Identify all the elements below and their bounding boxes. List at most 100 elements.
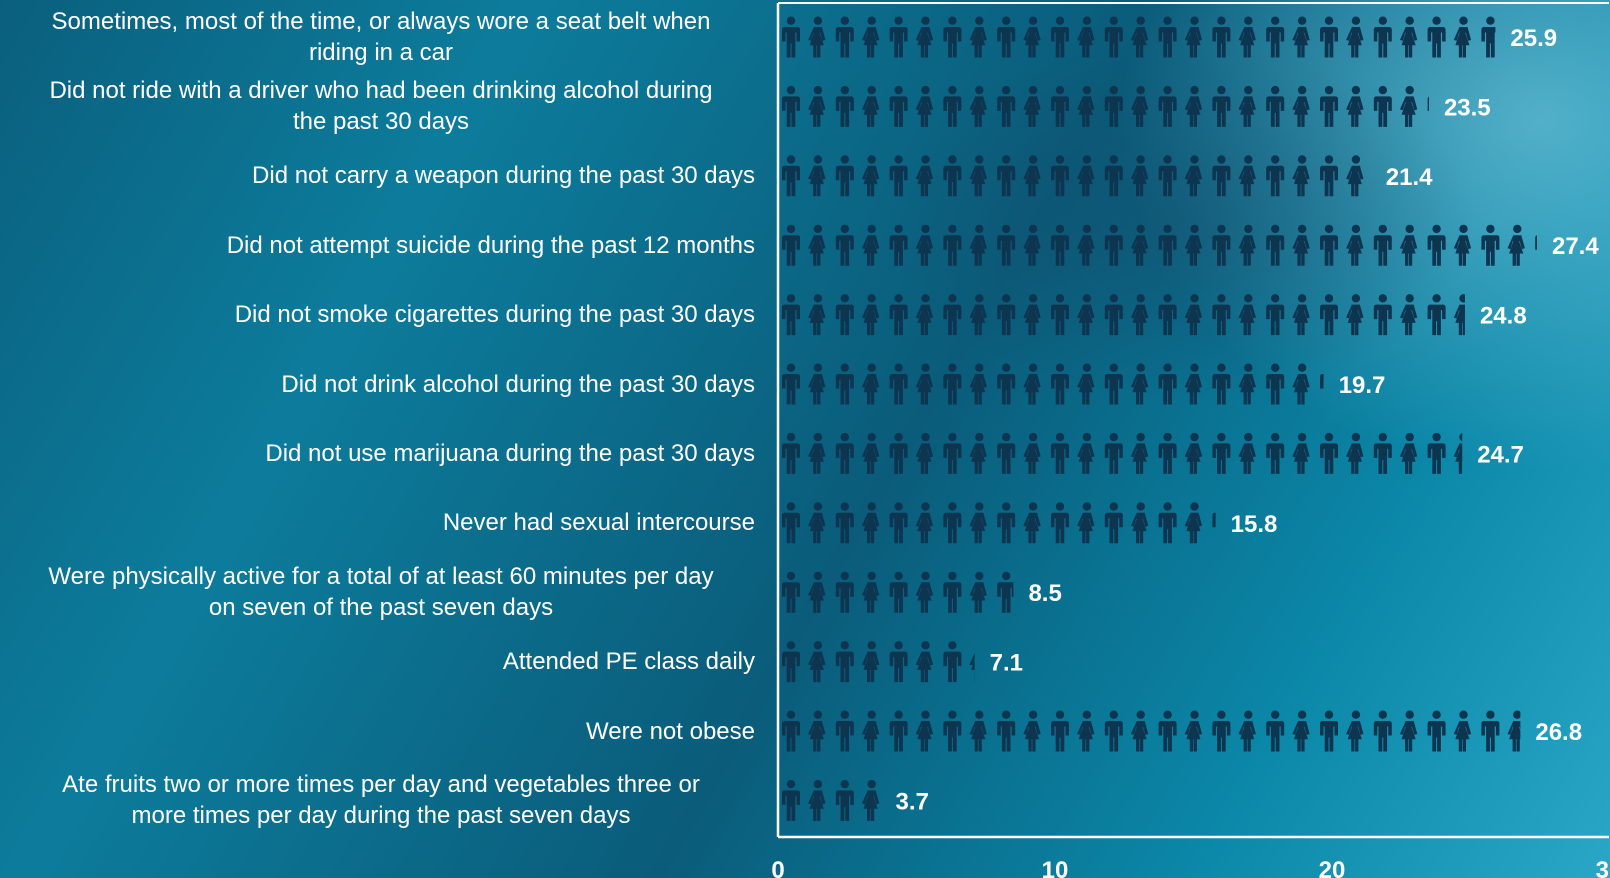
person-icon — [1373, 224, 1392, 266]
category-label-line: Did not drink alcohol during the past 30… — [281, 370, 755, 398]
person-icon — [943, 432, 962, 474]
value-labels: 25.9 23.5 21.4 27.4 24.8 19.7 24.7 15.8 8.5 7.1 26… — [895, 25, 1599, 815]
person-icon — [1346, 155, 1364, 197]
person-icon — [835, 16, 854, 58]
person-icon — [969, 85, 987, 127]
person-icon — [1158, 363, 1177, 405]
person-icon — [1238, 294, 1256, 336]
person-icon — [1373, 710, 1392, 752]
person-icon — [943, 85, 962, 127]
person-icon — [915, 710, 934, 752]
value-label: 19.7 — [1339, 372, 1386, 399]
person-icon — [1130, 85, 1149, 127]
person-icon — [1212, 710, 1231, 752]
person-icon — [1507, 710, 1521, 752]
person-icon — [808, 363, 826, 405]
person-icon — [1373, 294, 1392, 336]
person-icon — [1158, 710, 1177, 752]
person-icon — [889, 16, 908, 58]
person-icon — [997, 85, 1016, 127]
person-icon — [1399, 294, 1418, 336]
person-icon — [1158, 16, 1177, 58]
person-icon — [1077, 294, 1095, 336]
person-icon — [1158, 432, 1177, 474]
person-icon — [1130, 16, 1149, 58]
category-label-line: Ate fruits two or more times per day and… — [62, 771, 700, 799]
person-icon — [1158, 224, 1177, 266]
value-label: 25.9 — [1510, 25, 1557, 52]
person-icon — [808, 710, 826, 752]
person-icon — [1023, 155, 1041, 197]
person-icon — [969, 432, 987, 474]
person-icon — [1399, 432, 1418, 474]
pictogram-bar — [782, 571, 1014, 613]
person-icon — [808, 294, 826, 336]
person-icon — [1051, 16, 1069, 58]
person-icon — [1051, 224, 1069, 266]
person-icon — [1481, 224, 1500, 266]
person-icon — [1238, 710, 1256, 752]
person-icon — [1399, 16, 1418, 58]
person-icon — [889, 294, 908, 336]
person-icon — [1266, 710, 1285, 752]
person-icon — [943, 363, 962, 405]
person-icon — [1104, 432, 1123, 474]
person-icon — [782, 502, 800, 544]
person-icon — [1212, 85, 1231, 127]
category-label: Did not carry a weapon during the past 3… — [0, 160, 755, 191]
person-icon — [943, 641, 962, 683]
person-icon — [969, 571, 987, 613]
person-icon — [969, 710, 987, 752]
x-tick-label: 0 — [771, 857, 784, 878]
person-icon — [1238, 432, 1256, 474]
person-icon — [1184, 224, 1203, 266]
person-icon — [835, 571, 854, 613]
person-icon — [997, 363, 1016, 405]
category-label: Were physically active for a total of at… — [6, 561, 756, 623]
person-icon — [915, 641, 934, 683]
person-icon — [1077, 16, 1095, 58]
person-icon — [1104, 710, 1123, 752]
person-icon — [1051, 710, 1069, 752]
person-icon — [997, 155, 1016, 197]
person-icon — [861, 155, 880, 197]
person-icon — [969, 294, 987, 336]
value-label: 27.4 — [1552, 233, 1599, 260]
person-icon — [808, 502, 826, 544]
person-icon — [997, 224, 1016, 266]
person-icon — [1292, 294, 1310, 336]
person-icon — [1212, 155, 1231, 197]
person-icon — [943, 155, 962, 197]
person-icon — [808, 85, 826, 127]
person-icon — [808, 16, 826, 58]
person-icon — [1373, 16, 1392, 58]
person-icon — [1320, 432, 1338, 474]
person-icon — [1346, 710, 1364, 752]
person-icon — [1023, 224, 1041, 266]
person-icon — [835, 779, 854, 821]
person-icon — [808, 779, 826, 821]
person-icon — [915, 363, 934, 405]
person-icon — [1051, 502, 1069, 544]
person-icon — [1104, 363, 1123, 405]
person-icon — [1346, 432, 1364, 474]
person-icon — [1481, 16, 1496, 58]
person-icon — [889, 85, 908, 127]
person-icon — [943, 16, 962, 58]
person-icon — [1373, 432, 1392, 474]
person-icon — [969, 641, 975, 683]
person-icon — [1292, 710, 1310, 752]
person-icon — [861, 224, 880, 266]
value-label: 24.8 — [1480, 303, 1527, 330]
person-icon — [1427, 224, 1446, 266]
category-label-line: Attended PE class daily — [502, 648, 755, 676]
person-icon — [889, 224, 908, 266]
category-label: Never had sexual intercourse — [0, 507, 755, 538]
person-icon — [1130, 294, 1149, 336]
person-icon — [1184, 294, 1203, 336]
person-icon — [1427, 16, 1446, 58]
person-icon — [1077, 432, 1095, 474]
person-icon — [943, 502, 962, 544]
category-label-line: the past 30 days — [292, 108, 470, 136]
